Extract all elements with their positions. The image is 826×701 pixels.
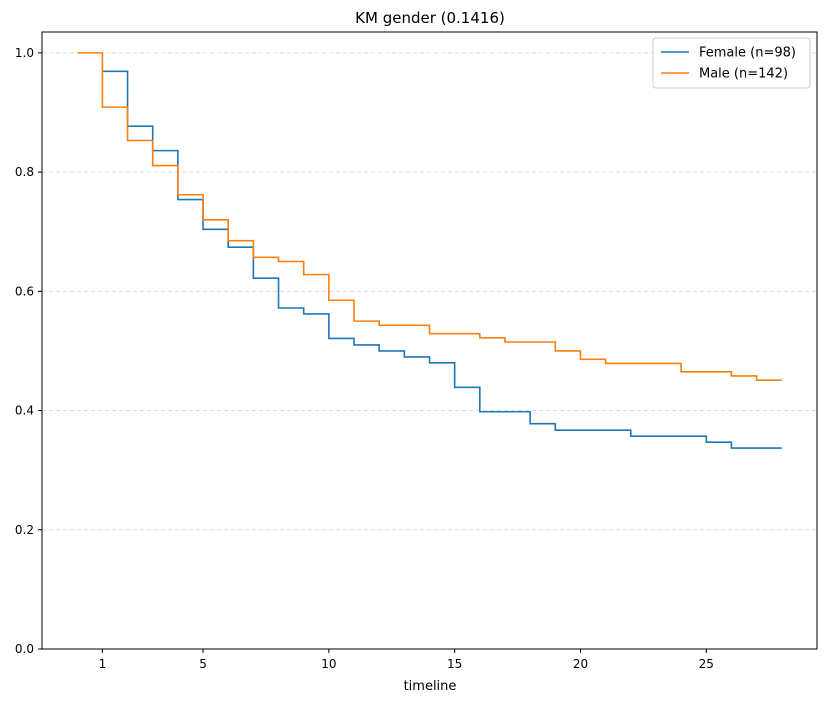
legend-label: Male (n=142): [699, 67, 788, 82]
plot-frame: [41, 31, 818, 650]
y-axis: 0.0 0.2 0.4 0.6 0.8 1.0: [15, 46, 42, 656]
y-tick-label: 0.0: [15, 642, 34, 656]
chart-title: KM gender (0.1416): [355, 9, 505, 27]
legend-label: Female (n=98): [699, 46, 796, 61]
x-tick-label: 5: [199, 657, 207, 671]
y-tick-label: 0.4: [15, 404, 34, 418]
legend-box: [652, 37, 811, 89]
x-tick-label: 1: [99, 657, 107, 671]
series-line-female: [102, 70, 782, 449]
x-tick-label: 25: [699, 657, 714, 671]
series-layer: [77, 52, 782, 449]
y-tick-label: 1.0: [15, 46, 34, 60]
y-tick-label: 0.2: [15, 523, 34, 537]
x-axis-label: timeline: [404, 679, 457, 694]
x-tick-label: 10: [321, 657, 336, 671]
x-axis: 1 5 10 15 20 25: [99, 649, 714, 671]
series-line-male: [77, 52, 782, 381]
x-tick-label: 20: [573, 657, 588, 671]
y-tick-label: 0.6: [15, 284, 34, 298]
x-tick-label: 15: [447, 657, 462, 671]
gridlines: [42, 52, 817, 531]
y-tick-label: 0.8: [15, 165, 34, 179]
legend: Female (n=98) Male (n=142): [652, 37, 811, 89]
